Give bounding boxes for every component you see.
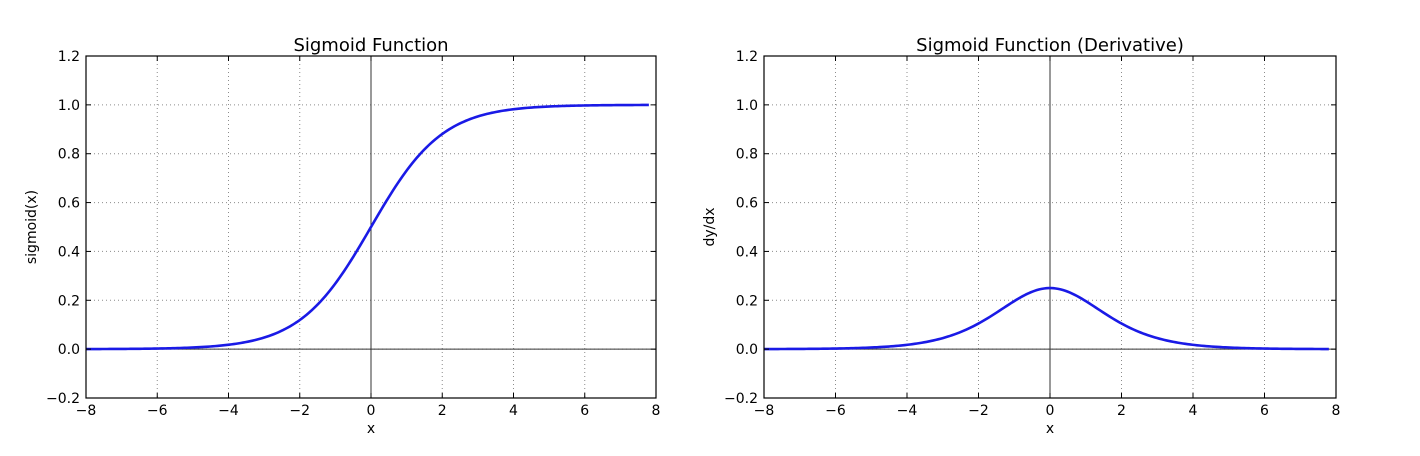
x-tick-label: −2	[289, 403, 310, 419]
data-point	[120, 347, 123, 350]
y-tick-label: −0.2	[724, 391, 758, 407]
y-tick-label: −0.2	[46, 391, 80, 407]
data-point	[834, 347, 837, 350]
x-axis-label: x	[1046, 421, 1054, 437]
data-point	[798, 347, 801, 350]
x-tick-label: 4	[1189, 403, 1198, 419]
data-point	[334, 282, 337, 285]
y-tick-label: 0.2	[736, 293, 758, 309]
data-point	[1263, 347, 1266, 350]
series-line	[764, 286, 1329, 351]
data-point	[370, 226, 373, 229]
x-tick-label: 0	[1046, 403, 1055, 419]
data-point	[647, 103, 650, 106]
y-tick-label: 0.8	[736, 147, 758, 163]
x-tick-label: 2	[438, 403, 447, 419]
data-point	[441, 132, 444, 135]
chart-panel-0: −8 −6 −4 −2 0 2 4 6 8 −0.2 0.0 0.2 0.4 0.6 0.8 1.0 1.2 Si…	[24, 35, 660, 437]
x-tick-label: 4	[509, 403, 518, 419]
y-tick-label: 0.6	[58, 196, 80, 212]
series-line	[86, 103, 649, 351]
data-point	[298, 319, 301, 322]
data-point	[1120, 322, 1123, 325]
x-tick-label: −6	[825, 403, 846, 419]
x-tick-label: −6	[147, 403, 168, 419]
chart-title: Sigmoid Function (Derivative)	[916, 35, 1184, 56]
x-tick-label: 2	[1117, 403, 1126, 419]
y-tick-label: 0.0	[736, 342, 758, 358]
y-axis-label: dy/dx	[702, 207, 718, 246]
data-point	[156, 347, 159, 350]
y-tick-label: 1.2	[58, 49, 80, 65]
data-point	[870, 346, 873, 349]
x-tick-label: 0	[367, 403, 376, 419]
x-tick-label: 8	[1332, 403, 1341, 419]
y-tick-label: 0.0	[58, 342, 80, 358]
x-tick-label: −4	[218, 403, 239, 419]
chart-title: Sigmoid Function	[293, 35, 448, 56]
data-point	[476, 115, 479, 118]
data-point	[1227, 346, 1230, 349]
y-tick-label: 0.8	[58, 147, 80, 163]
data-point	[191, 346, 194, 349]
data-point	[263, 336, 266, 339]
y-tick-label: 1.0	[58, 98, 80, 114]
data-point	[1013, 300, 1016, 303]
x-axis-label: x	[367, 421, 375, 437]
x-tick-label: −2	[968, 403, 989, 419]
y-tick-label: 1.0	[736, 98, 758, 114]
x-tick-label: −8	[754, 403, 775, 419]
data-point	[1084, 300, 1087, 303]
data-point	[583, 104, 586, 107]
data-point	[227, 343, 230, 346]
data-point	[1049, 287, 1052, 290]
x-tick-label: −4	[897, 403, 918, 419]
x-tick-label: −8	[76, 403, 97, 419]
x-tick-label: 6	[1260, 403, 1269, 419]
y-tick-label: 0.6	[736, 196, 758, 212]
data-point	[977, 322, 980, 325]
x-tick-label: 8	[652, 403, 661, 419]
data-point	[548, 105, 551, 108]
data-point	[619, 104, 622, 107]
data-point	[1327, 348, 1330, 351]
data-point	[512, 108, 515, 111]
y-tick-label: 1.2	[736, 49, 758, 65]
data-point	[906, 343, 909, 346]
y-axis-label: sigmoid(x)	[24, 190, 40, 264]
data-point	[1156, 337, 1159, 340]
data-point	[941, 337, 944, 340]
data-point	[1299, 347, 1302, 350]
y-tick-label: 0.4	[736, 244, 758, 260]
x-tick-label: 6	[580, 403, 589, 419]
y-tick-label: 0.4	[58, 244, 80, 260]
y-tick-label: 0.2	[58, 293, 80, 309]
data-point	[1192, 343, 1195, 346]
data-point	[405, 169, 408, 172]
chart-panel-1: −8 −6 −4 −2 0 2 4 6 8 −0.2 0.0 0.2 0.4 0.6 0.8 1.0 1.2 Si…	[702, 35, 1340, 437]
